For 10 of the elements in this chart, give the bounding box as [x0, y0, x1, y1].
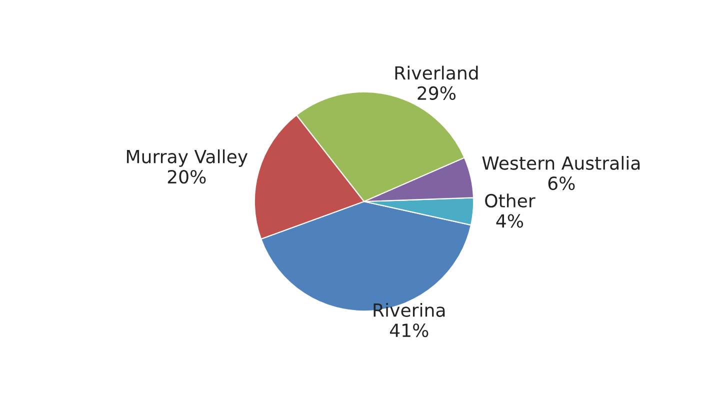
data-label: 29%: [418, 86, 456, 100]
slice-label: Riverina: [374, 302, 445, 317]
data-label: 4%: [496, 214, 524, 228]
data-label: 41%: [390, 324, 428, 338]
slice-label: Western Australia: [482, 156, 640, 170]
slice-label: Other: [485, 194, 536, 208]
slice-label: Riverland: [395, 66, 478, 80]
data-label: 20%: [168, 170, 206, 184]
slice-label: Murray Valley: [126, 149, 248, 167]
data-label: 6%: [548, 176, 575, 190]
